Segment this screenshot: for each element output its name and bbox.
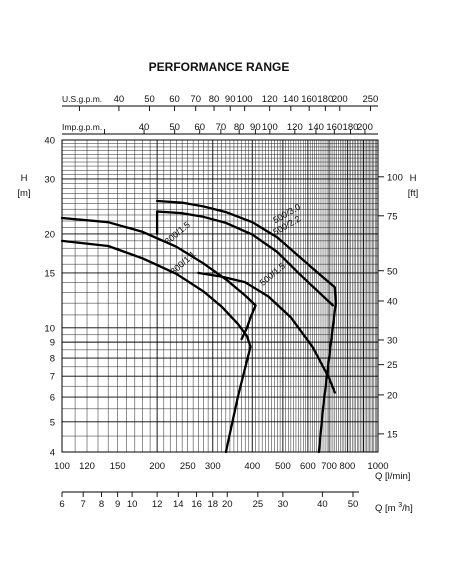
q-tick-label: 600 [300,461,316,472]
usgpm-tick-label: 50 [144,94,155,105]
curve-300-1-1 [60,239,252,454]
q-tick-label: 800 [339,461,355,472]
impgpm-tick-label: 200 [357,122,373,133]
left-axis: 4 5 6 7 8 9 10 15 20 30 40 H [m] [17,136,55,459]
usgpm-tick-label: 200 [332,94,348,105]
y-axis-unit: [m] [17,188,30,199]
q-tick-label: 100 [54,461,70,472]
impgpm-tick-label: 160 [326,122,342,133]
usgpm-tick-label: 100 [237,94,253,105]
ft-tick-label: 30 [387,335,398,346]
m3h-tick-label: 16 [191,499,202,510]
y-tick-label: 4 [50,448,55,459]
q-tick-label: 700 [321,461,337,472]
q-tick-label: 250 [180,461,196,472]
m3h-tick-label: 7 [81,499,86,510]
usgpm-tick-label: 60 [169,94,180,105]
usgpm-label: U.S.g.p.m. [62,94,102,104]
usgpm-tick-label: 40 [114,94,125,105]
q-tick-label: 300 [205,461,221,472]
ft-axis-label: H [410,173,417,184]
curve-500-3-0 [155,199,337,454]
plot-frame [61,139,379,453]
top-axes: U.S.g.p.m. 40 50 60 70 80 90 100 120 140 160 180200… [62,94,378,135]
ft-tick-label: 40 [387,296,398,307]
ft-tick-label: 15 [387,429,398,440]
m3h-tick-label: 30 [278,499,289,510]
right-axis: 15 20 25 30 40 50 75 100 H [ft] [378,172,418,440]
y-tick-label: 7 [50,372,55,383]
m3h-tick-label: 9 [115,499,120,510]
q-tick-label: 200 [149,461,165,472]
m3h-tick-label: 14 [173,499,184,510]
m3h-tick-label: 10 [127,499,138,510]
usgpm-tick-label: 140 [283,94,299,105]
impgpm-tick-label: 50 [169,122,180,133]
m3h-tick-label: 50 [348,499,359,510]
ft-tick-label: 100 [387,172,403,183]
grid [61,139,379,453]
usgpm-tick-label: 180 [317,94,333,105]
curve-500-1-5 [197,271,336,394]
m3h-tick-label: 40 [317,499,328,510]
impgpm-tick-label: 180 [343,122,359,133]
y-tick-label: 20 [44,229,55,240]
m3h-axis-label: Q [m 3/h] [375,502,413,514]
ft-tick-label: 50 [387,266,398,277]
m3h-tick-label: 6 [59,499,64,510]
ft-tick-label: 20 [387,390,398,401]
m3h-tick-label: 12 [152,499,163,510]
y-tick-label: 15 [44,268,55,279]
q-tick-label: 400 [244,461,260,472]
ft-axis-unit: [ft] [408,188,419,199]
curve-500-2-2 [155,210,335,307]
usgpm-tick-label: 250 [362,94,378,105]
chart-title: PERFORMANCE RANGE [149,60,290,74]
q-tick-label: 120 [79,461,95,472]
impgpm-tick-label: 120 [287,122,303,133]
impgpm-tick-label: 60 [194,122,205,133]
usgpm-tick-label: 70 [190,94,201,105]
usgpm-tick-label: 90 [225,94,236,105]
q-axis-label: Q [l/min] [375,471,410,482]
y-axis-label: H [21,173,28,184]
usgpm-tick-label: 80 [209,94,220,105]
m3h-tick-label: 8 [99,499,104,510]
y-tick-label: 10 [44,323,55,334]
q-tick-label: 1000 [367,461,388,472]
usgpm-tick-label: 160 [301,94,317,105]
m3h-tick-label: 18 [207,499,218,510]
ft-tick-label: 25 [387,360,398,371]
y-tick-label: 5 [50,417,55,428]
impgpm-tick-label: 40 [139,122,150,133]
y-tick-label: 6 [50,393,55,404]
y-tick-label: 40 [44,136,55,147]
y-tick-label: 30 [44,174,55,185]
impgpm-tick-label: 140 [308,122,324,133]
ft-tick-label: 75 [387,211,398,222]
impgpm-tick-label: 80 [234,122,245,133]
q-tick-label: 150 [110,461,126,472]
impgpm-tick-label: 90 [250,122,261,133]
y-tick-label: 9 [50,338,55,349]
impgpm-tick-label: 100 [262,122,278,133]
impgpm-label: Imp.g.p.m. [62,122,102,132]
usgpm-tick-label: 120 [262,94,278,105]
m3h-tick-label: 25 [253,499,264,510]
m3h-tick-label: 20 [222,499,233,510]
q-tick-label: 500 [275,461,291,472]
curve-300-1-5 [60,216,257,341]
impgpm-tick-label: 70 [216,122,227,133]
y-tick-label: 8 [50,354,55,365]
